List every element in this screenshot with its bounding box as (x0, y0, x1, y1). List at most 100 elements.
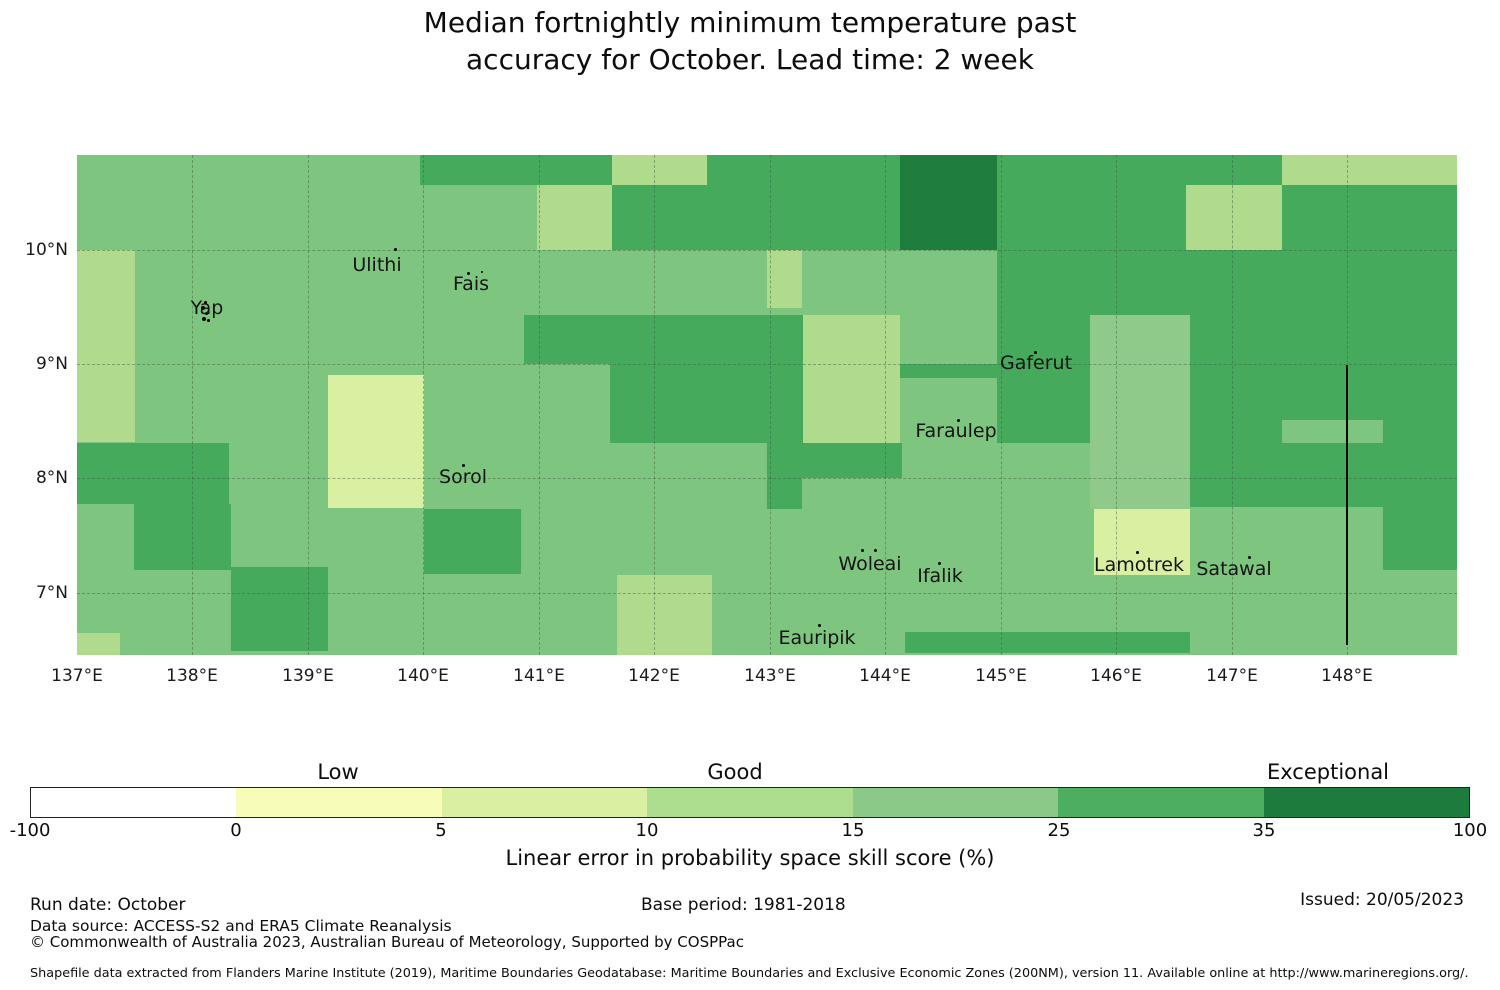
colorbar-category-label: Exceptional (1266, 760, 1390, 784)
map-gridline-horizontal (77, 593, 1457, 594)
island-dot-yap (205, 312, 208, 315)
island-label-ifalik: Ifalik (917, 565, 963, 587)
map-cell (1282, 185, 1457, 250)
base-period-text: Base period: 1981-2018 (641, 895, 846, 915)
map-gridline-vertical (539, 155, 540, 655)
map-cell (900, 155, 997, 250)
colorbar-segment (236, 788, 442, 817)
island-label-satawal: Satawal (1196, 558, 1272, 580)
island-label-faraulep: Faraulep (915, 420, 997, 442)
island-label-eauripik: Eauripik (778, 627, 856, 649)
y-tick-label: 10°N (25, 240, 68, 260)
island-dot-yap (201, 306, 205, 310)
colorbar-category-label: Good (707, 760, 763, 784)
colorbar-tick-label: 0 (230, 820, 242, 841)
y-tick-label: 7°N (35, 583, 68, 603)
map-cell (767, 443, 902, 478)
island-dot-gaferut (1034, 351, 1037, 354)
x-tick-label: 145°E (975, 666, 1027, 686)
map-cell (803, 315, 900, 443)
map-cell (612, 155, 707, 185)
chart-title: Median fortnightly minimum temperature p… (0, 4, 1500, 78)
map-gridline-horizontal (77, 478, 1457, 479)
island-dot-yap (207, 319, 210, 322)
island-dot-woleai (861, 549, 864, 552)
x-tick-label: 139°E (282, 666, 334, 686)
y-tick-label: 9°N (35, 354, 68, 374)
data-source-text: Data source: ACCESS-S2 and ERA5 Climate … (30, 917, 452, 935)
island-label-lamotrek: Lamotrek (1094, 554, 1184, 576)
colorbar-tick-label: 15 (841, 820, 865, 841)
island-label-yap: Yap (190, 297, 224, 319)
colorbar-segment (647, 788, 853, 817)
colorbar-tick-label: 35 (1252, 820, 1276, 841)
colorbar-segment (1263, 788, 1469, 817)
map-cell (900, 364, 997, 378)
colorbar-tick-label: 100 (1452, 820, 1488, 841)
map-gridline-horizontal (77, 364, 1457, 365)
island-label-ulithi: Ulithi (352, 254, 402, 276)
island-dot-satawal (1248, 556, 1251, 559)
eez-boundary-line (1346, 365, 1348, 645)
map-cell (767, 250, 802, 308)
map-cell (537, 185, 612, 250)
map-cell (617, 575, 712, 655)
map-cell (420, 155, 612, 185)
x-tick-label: 148°E (1321, 666, 1373, 686)
map-gridline-vertical (308, 155, 309, 655)
colorbar-segment (441, 788, 648, 817)
shapefile-note-text: Shapefile data extracted from Flanders M… (30, 966, 1469, 981)
map-cell (997, 364, 1090, 443)
map-cell (1190, 420, 1282, 507)
island-label-sorol: Sorol (439, 466, 487, 488)
island-dot-ifalik (938, 562, 941, 565)
colorbar-segment (1058, 788, 1264, 817)
island-dot-yap (202, 317, 206, 321)
map-cell (1094, 509, 1190, 575)
map-gridline-horizontal (77, 250, 1457, 251)
map-cell (1282, 443, 1383, 507)
map-cell (767, 478, 802, 509)
island-dot-sorol (462, 464, 465, 467)
map-cell (328, 375, 424, 508)
map-cell (1186, 185, 1282, 250)
map-gridline-vertical (1232, 155, 1233, 655)
map-cell (612, 185, 707, 250)
map-cell (905, 632, 1190, 653)
island-dot-lamotrek (1136, 551, 1139, 554)
map-gridline-vertical (1001, 155, 1002, 655)
island-dot-woleai (874, 549, 877, 552)
island-label-woleai: Woleai (838, 553, 902, 575)
map-cell (1282, 155, 1457, 185)
copyright-text: © Commonwealth of Australia 2023, Austra… (30, 933, 744, 951)
island-dot-faraulep (957, 419, 960, 422)
x-tick-label: 143°E (744, 666, 796, 686)
map-cell (77, 250, 135, 442)
map-gridline-vertical (885, 155, 886, 655)
map-cell (610, 364, 803, 443)
map-cell (1383, 420, 1457, 570)
heatmap-canvas: Yap Ulithi Fais Sorol Gaferut Faraulep Woleai I… (77, 155, 1457, 655)
map-cell (424, 509, 521, 574)
map-cell (707, 155, 900, 250)
x-tick-label: 137°E (51, 666, 103, 686)
y-tick-label: 8°N (35, 468, 68, 488)
colorbar (30, 787, 1470, 818)
map-cell (1090, 315, 1190, 509)
island-dot-fais (467, 272, 470, 275)
chart-title-line2: accuracy for October. Lead time: 2 week (466, 43, 1034, 76)
chart-title-line1: Median fortnightly minimum temperature p… (423, 6, 1077, 39)
x-tick-label: 146°E (1090, 666, 1142, 686)
x-tick-label: 147°E (1206, 666, 1258, 686)
map-gridline-vertical (770, 155, 771, 655)
map-cell (77, 633, 120, 655)
island-label-fais: Fais (452, 273, 490, 295)
colorbar-segment (31, 788, 237, 817)
map-gridline-vertical (423, 155, 424, 655)
issued-date-text: Issued: 20/05/2023 (1300, 890, 1464, 910)
map-cell (77, 443, 229, 504)
map-cell (231, 567, 328, 651)
colorbar-axis-label: Linear error in probability space skill … (505, 846, 995, 870)
x-tick-label: 144°E (859, 666, 911, 686)
